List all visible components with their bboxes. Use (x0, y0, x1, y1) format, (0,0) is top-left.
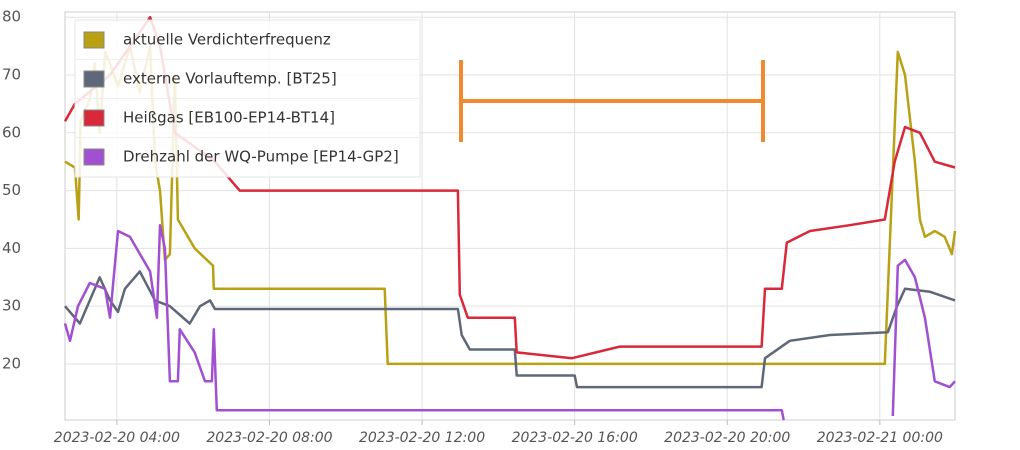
x-tick-label: 2023-02-20 16:00 (512, 430, 638, 446)
x-tick-label: 2023-02-20 20:00 (664, 430, 790, 446)
legend-label: Heißgas [EB100-EP14-BT14] (123, 109, 335, 127)
legend-swatch (83, 148, 105, 166)
legend-label: externe Vorlauftemp. [BT25] (123, 70, 337, 88)
series-line (64, 270, 956, 389)
x-tick-label: 2023-02-20 08:00 (206, 430, 332, 446)
legend-swatch (83, 31, 105, 49)
x-tick-label: 2023-02-20 04:00 (54, 430, 180, 446)
x-tick-label: 2023-02-21 00:00 (817, 430, 943, 446)
legend-swatch (83, 109, 105, 127)
y-tick-label: 60 (2, 123, 21, 141)
legend-label: aktuelle Verdichterfrequenz (123, 31, 331, 49)
range-bracket (459, 60, 765, 142)
x-tick-label: 2023-02-20 12:00 (359, 430, 485, 446)
legend: aktuelle Verdichterfrequenz externe Vorla… (74, 19, 421, 178)
y-tick-label: 70 (2, 65, 21, 83)
y-tick-label: 40 (2, 239, 21, 257)
y-tick-label: 30 (2, 297, 21, 315)
legend-label: Drehzahl der WQ-Pumpe [EP14-GP2] (123, 148, 399, 166)
y-tick-label: 20 (2, 354, 21, 372)
legend-swatch (83, 70, 105, 88)
series-line (63, 223, 956, 421)
y-tick-label: 50 (2, 181, 21, 199)
y-tick-label: 80 (2, 8, 21, 26)
